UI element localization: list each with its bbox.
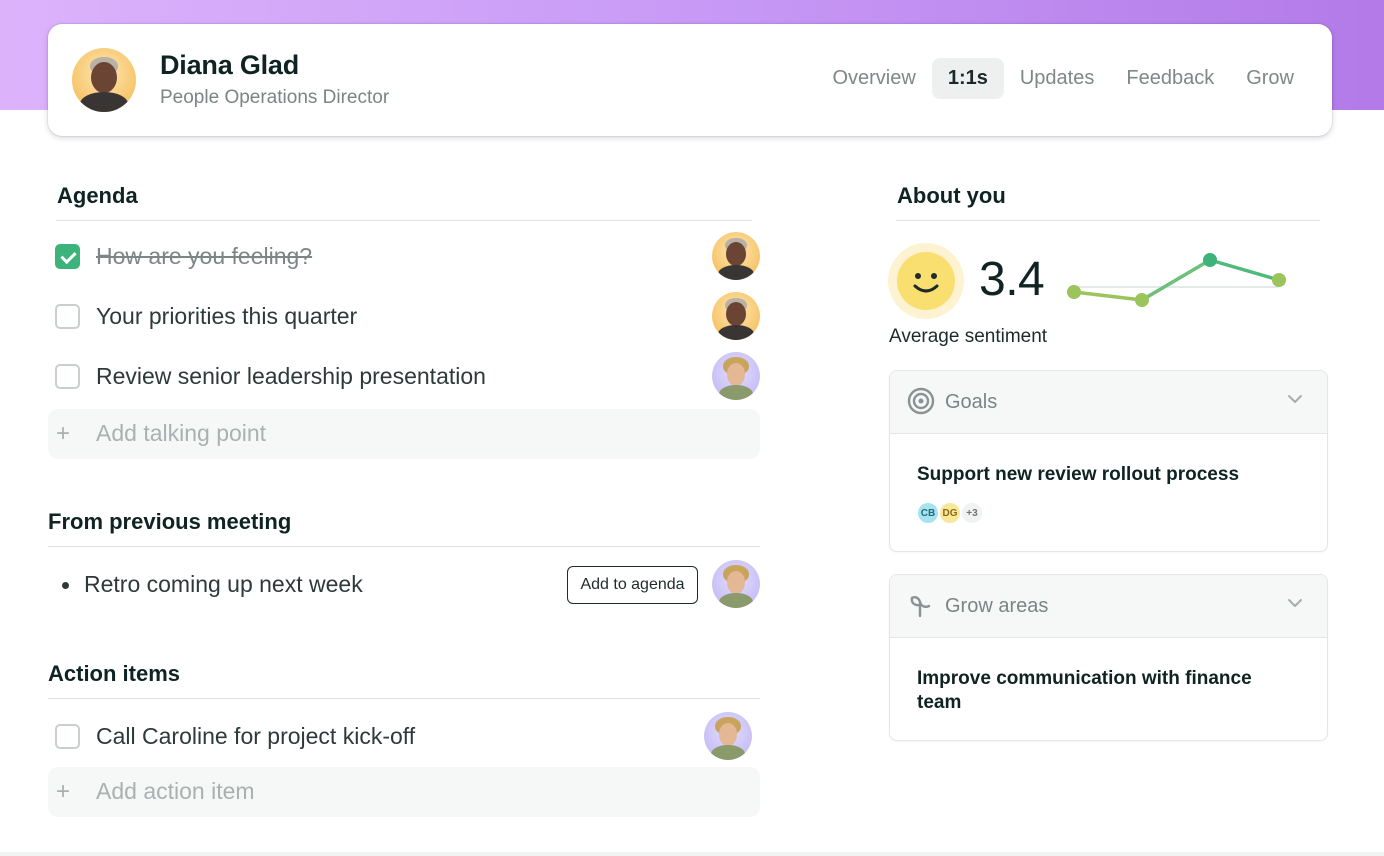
avatar: [712, 352, 760, 400]
chevron-down-icon[interactable]: [1285, 389, 1305, 409]
tab-updates[interactable]: Updates: [1019, 67, 1095, 89]
smiley-icon: [888, 243, 964, 319]
agenda-item-1[interactable]: How are you feeling?: [96, 243, 313, 269]
chevron-down-icon[interactable]: [1285, 593, 1305, 613]
agenda-item-3[interactable]: Review senior leadership presentation: [96, 363, 486, 389]
tab-feedback[interactable]: Feedback: [1126, 67, 1215, 89]
tab-grow[interactable]: Grow: [1246, 67, 1294, 89]
grow-panel-header[interactable]: Grow areas: [890, 575, 1327, 638]
grow-item-line-1[interactable]: Improve communication with finance: [917, 668, 1252, 689]
more-owners-chip: +3: [960, 501, 984, 525]
add-to-agenda-button[interactable]: Add to agenda: [567, 566, 698, 604]
sparkline-segment: [1072, 290, 1144, 302]
tab-overview[interactable]: Overview: [832, 67, 916, 89]
avatar: [712, 232, 760, 280]
goals-panel: Goals Support new review rollout process…: [889, 370, 1328, 552]
action-items-title: Action items: [48, 661, 181, 686]
profile-name: Diana Glad: [160, 50, 300, 80]
goals-title: Goals: [945, 391, 998, 413]
bottom-divider: [0, 852, 1384, 856]
action-item-checkbox-1[interactable]: [55, 724, 80, 749]
goal-item[interactable]: Support new review rollout process: [917, 464, 1240, 485]
avatar: [72, 48, 136, 112]
goals-panel-header[interactable]: Goals: [890, 371, 1327, 434]
avatar: [712, 560, 760, 608]
action-items-divider: [48, 698, 760, 699]
target-icon: [907, 387, 935, 415]
sentiment-sparkline: [1067, 253, 1286, 307]
about-you-title: About you: [897, 183, 1006, 208]
agenda-checkbox-1[interactable]: [55, 244, 80, 269]
sprout-icon: [910, 596, 931, 618]
agenda-title: Agenda: [57, 183, 138, 208]
tab-1on1s[interactable]: 1:1s: [931, 58, 1004, 99]
sparkline-point: [1067, 285, 1081, 299]
avatar: [704, 712, 752, 760]
add-talking-point-input[interactable]: Add talking point: [96, 420, 267, 446]
agenda-item-2[interactable]: Your priorities this quarter: [96, 303, 358, 329]
add-action-item-input[interactable]: Add action item: [96, 778, 255, 804]
agenda-checkbox-3[interactable]: [55, 364, 80, 389]
sparkline-point: [1203, 253, 1217, 267]
sparkline-point: [1272, 273, 1286, 287]
avatar: [712, 292, 760, 340]
add-action-item-row[interactable]: + Add action item: [48, 767, 760, 817]
add-talking-point-row[interactable]: + Add talking point: [48, 409, 760, 459]
profile-tabs: Overview 1:1s Updates Feedback Grow: [816, 58, 1310, 99]
sparkline-segment: [1140, 258, 1212, 302]
agenda-checkbox-2[interactable]: [55, 304, 80, 329]
grow-item-line-2[interactable]: team: [917, 692, 962, 713]
previous-meeting-divider: [48, 546, 760, 547]
sparkline-point: [1135, 293, 1149, 307]
about-divider: [896, 220, 1320, 221]
owner-chip-cb: CB: [916, 501, 940, 525]
previous-meeting-item: Retro coming up next week: [84, 571, 363, 597]
agenda-divider: [56, 220, 752, 221]
grow-areas-title: Grow areas: [945, 595, 1049, 617]
action-item-1[interactable]: Call Caroline for project kick-off: [96, 723, 416, 749]
grow-areas-panel: Grow areas Improve communication with fi…: [889, 574, 1328, 741]
sparkline-segment: [1208, 258, 1281, 282]
previous-meeting-title: From previous meeting: [48, 509, 292, 534]
sentiment-score: 3.4: [979, 253, 1045, 306]
owner-chip-dg: DG: [938, 501, 962, 525]
plus-icon: +: [56, 420, 71, 447]
profile-header: Diana Glad People Operations Director Ov…: [48, 24, 1332, 136]
bullet: [62, 582, 69, 589]
profile-role: People Operations Director: [160, 87, 390, 108]
plus-icon: +: [56, 778, 71, 805]
sentiment-label: Average sentiment: [889, 326, 1048, 347]
